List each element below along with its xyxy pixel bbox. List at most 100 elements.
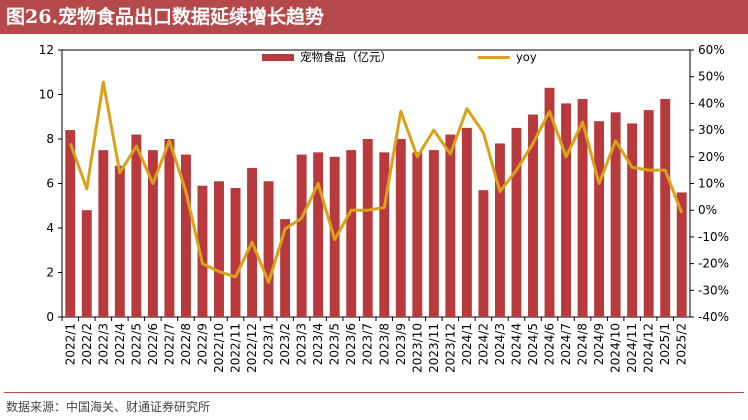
- x-axis-tick-label: 2022/10: [212, 323, 226, 373]
- x-axis-labels: 2022/1 2022/2 2022/3 2022/4 2022/5 2022/6 2022…: [61, 317, 689, 373]
- x-axis-tick-label: 2022/2: [80, 323, 94, 365]
- bar: [610, 112, 621, 317]
- x-axis-tick-label: 2024/6: [543, 323, 557, 365]
- bar: [81, 210, 92, 317]
- legend-bar-label: 宠物食品（亿元）: [300, 50, 392, 64]
- bar-series: [65, 87, 687, 318]
- x-axis-tick-label: 2023/1: [262, 323, 276, 365]
- bar: [280, 219, 291, 317]
- bar: [65, 130, 76, 317]
- x-axis-tick-label: 2023/12: [443, 323, 457, 373]
- x-axis-tick-label: 2023/3: [295, 323, 309, 365]
- x-axis-tick-label: 2023/4: [311, 323, 325, 365]
- bar: [528, 114, 538, 318]
- legend-bar-swatch: [262, 54, 294, 61]
- right-axis-tick-label: 50%: [698, 70, 725, 84]
- left-axis-tick-label: 10: [39, 88, 54, 102]
- bar: [313, 152, 324, 317]
- left-axis-tick-label: 12: [39, 43, 54, 57]
- x-axis-tick-label: 2023/2: [278, 323, 292, 365]
- x-axis-tick-label: 2024/4: [509, 323, 523, 365]
- legend-line-label: yoy: [516, 50, 537, 64]
- bar: [296, 154, 307, 317]
- bar: [114, 165, 125, 317]
- x-axis-tick-label: 2024/5: [526, 323, 540, 365]
- bar: [362, 139, 373, 317]
- x-axis-tick-label: 2022/9: [195, 323, 209, 365]
- bar: [263, 181, 274, 317]
- right-axis-tick-label: -20%: [698, 257, 729, 271]
- x-axis-tick-label: 2024/7: [559, 323, 573, 365]
- bar: [428, 150, 439, 317]
- x-axis-tick-label: 2024/12: [642, 323, 656, 373]
- bar: [346, 150, 357, 317]
- bar: [214, 181, 224, 317]
- left-axis-tick-label: 2: [46, 266, 54, 280]
- x-axis-tick-label: 2022/5: [129, 323, 143, 365]
- bar: [478, 190, 489, 317]
- right-axis-tick-label: -30%: [698, 283, 729, 297]
- x-axis-tick-label: 2022/7: [162, 323, 176, 365]
- right-axis-tick-label: 20%: [698, 150, 725, 164]
- bar: [379, 152, 390, 317]
- x-axis-tick-label: 2024/9: [592, 323, 606, 365]
- x-axis-tick-label: 2024/11: [625, 323, 639, 373]
- x-axis-tick-label: 2025/1: [658, 323, 672, 365]
- x-axis-tick-label: 2023/5: [328, 323, 342, 365]
- legend: 宠物食品（亿元） yoy: [262, 50, 537, 64]
- x-axis-tick-label: 2023/8: [377, 323, 391, 365]
- x-axis-tick-label: 2024/1: [460, 323, 474, 365]
- bar: [676, 192, 687, 317]
- combo-chart: 0 2 4 6 8 10 12 -40% -30% -20% -10% 0% 10% 20% 30% 40%…: [39, 43, 729, 373]
- x-axis-tick-label: 2022/6: [146, 323, 160, 365]
- bar: [461, 127, 472, 317]
- x-axis-tick-label: 2023/10: [410, 323, 424, 373]
- right-axis-tick-label: 10%: [698, 177, 725, 191]
- x-axis-tick-label: 2023/9: [394, 323, 408, 365]
- bar: [180, 154, 191, 317]
- bar: [445, 134, 456, 317]
- x-axis-tick-label: 2022/11: [229, 323, 243, 373]
- x-axis-tick-label: 2024/2: [476, 323, 490, 365]
- bar: [131, 134, 142, 317]
- bar: [627, 123, 638, 317]
- right-axis-tick-label: 40%: [698, 96, 725, 110]
- source-note: 数据来源：中国海关、财通证券研究所: [6, 400, 211, 414]
- right-axis-tick-label: -10%: [698, 230, 729, 244]
- x-axis-tick-label: 2023/6: [344, 323, 358, 365]
- x-axis-tick-label: 2024/3: [493, 323, 507, 365]
- x-axis-tick-label: 2023/7: [361, 323, 375, 365]
- bar: [577, 98, 588, 317]
- x-axis-tick-label: 2024/10: [609, 323, 623, 373]
- x-axis-tick-label: 2022/8: [179, 323, 193, 365]
- right-axis-tick-label: 30%: [698, 123, 725, 137]
- x-axis-tick-label: 2025/2: [675, 323, 689, 365]
- bar: [395, 139, 406, 317]
- bar: [147, 150, 158, 317]
- bar: [197, 185, 208, 317]
- x-axis-tick-label: 2022/1: [63, 323, 77, 365]
- left-axis-tick-label: 4: [46, 221, 54, 235]
- x-axis-tick-label: 2022/12: [245, 323, 259, 373]
- right-axis-tick-label: 60%: [698, 43, 725, 57]
- bar: [230, 187, 241, 317]
- right-axis-tick-label: -40%: [698, 310, 729, 324]
- right-axis: -40% -30% -20% -10% 0% 10% 20% 30% 40% 50% 60%: [690, 43, 729, 324]
- left-axis-tick-label: 6: [46, 177, 54, 191]
- bar: [660, 98, 671, 317]
- left-axis-tick-label: 8: [46, 132, 54, 146]
- source-divider: [4, 392, 744, 393]
- left-axis-tick-label: 0: [46, 310, 54, 324]
- right-axis-tick-label: 0%: [698, 203, 717, 217]
- x-axis-tick-label: 2022/4: [113, 323, 127, 365]
- bar: [643, 110, 654, 317]
- chart-title: 图26.宠物食品出口数据延续增长趋势: [0, 0, 748, 34]
- bar: [544, 87, 555, 317]
- bar: [412, 152, 423, 317]
- x-axis-tick-label: 2024/8: [576, 323, 590, 365]
- left-axis: 0 2 4 6 8 10 12: [39, 43, 62, 324]
- x-axis-tick-label: 2022/3: [96, 323, 110, 365]
- bar: [561, 103, 572, 318]
- bar: [494, 143, 505, 317]
- bar: [511, 127, 522, 317]
